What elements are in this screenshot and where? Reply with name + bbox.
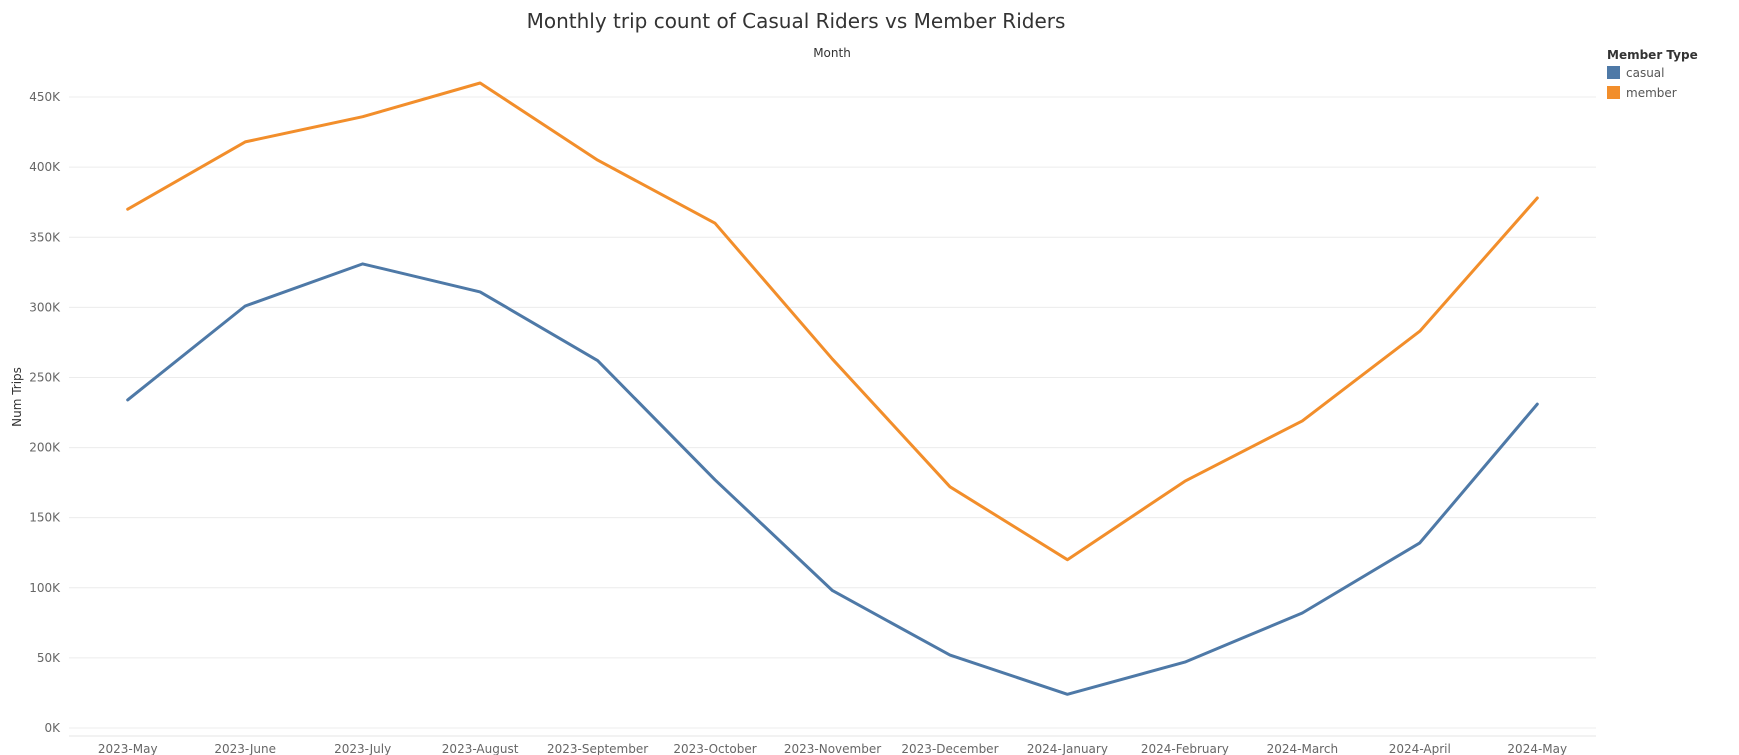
series-line-casual	[126, 262, 1539, 696]
y-tick-label: 300K	[29, 300, 61, 314]
x-axis-ticks: 2023-May 2023-June 2023-July 2023-August 202…	[98, 742, 1567, 755]
x-tick-label: 2024-March	[1267, 742, 1338, 755]
x-tick-label: 2024-January	[1027, 742, 1108, 755]
x-tick-label: 2023-September	[547, 742, 648, 755]
y-tick-label: 0K	[44, 721, 61, 735]
chart-title: Monthly trip count of Casual Riders vs M…	[527, 9, 1066, 33]
series-lines	[126, 81, 1539, 696]
x-tick-label: 2023-November	[784, 742, 881, 755]
y-axis-title: Num Trips	[10, 367, 24, 427]
x-tick-label: 2023-July	[334, 742, 391, 755]
x-tick-label: 2023-December	[901, 742, 998, 755]
legend-title: Member Type	[1607, 48, 1698, 62]
series-line-member	[126, 81, 1539, 562]
y-tick-label: 350K	[29, 230, 61, 244]
x-axis-title: Month	[813, 46, 851, 60]
x-tick-label: 2023-October	[673, 742, 756, 755]
legend: Member Type casual member	[1607, 48, 1698, 100]
x-tick-label: 2023-June	[214, 742, 276, 755]
legend-label-member: member	[1626, 86, 1677, 100]
y-tick-label: 450K	[29, 90, 61, 104]
x-tick-label: 2024-February	[1141, 742, 1229, 755]
gridlines	[69, 96, 1596, 729]
y-tick-label: 100K	[29, 581, 61, 595]
x-tick-label: 2023-May	[98, 742, 158, 755]
x-tick-label: 2024-April	[1389, 742, 1451, 755]
x-tick-label: 2024-May	[1507, 742, 1567, 755]
y-tick-label: 250K	[29, 370, 61, 384]
legend-swatch-member	[1607, 86, 1620, 99]
y-tick-label: 200K	[29, 441, 61, 455]
legend-label-casual: casual	[1626, 66, 1665, 80]
legend-swatch-casual	[1607, 66, 1620, 79]
x-tick-label: 2023-August	[442, 742, 519, 755]
y-tick-label: 400K	[29, 160, 61, 174]
y-axis-ticks: 0K 50K 100K 150K 200K 250K 300K 350K 400K 450K	[29, 90, 61, 735]
y-tick-label: 150K	[29, 511, 61, 525]
y-tick-label: 50K	[37, 651, 61, 665]
